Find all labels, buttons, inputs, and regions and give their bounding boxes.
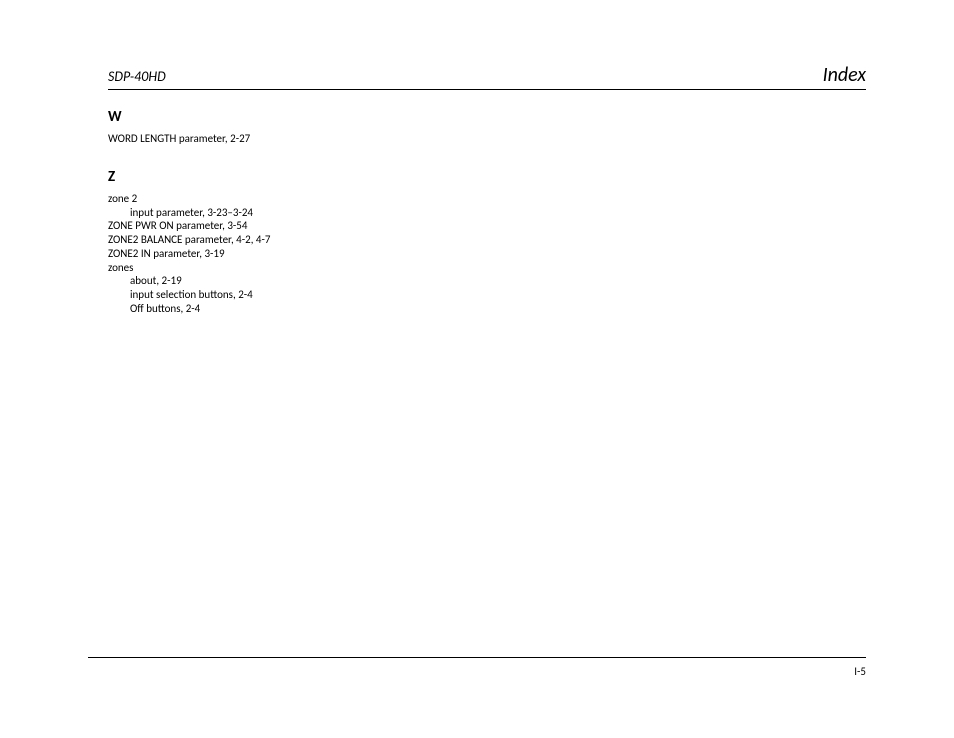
index-entries: WORD LENGTH parameter, 2-27 xyxy=(108,132,468,146)
index-entry: zone 2 xyxy=(108,192,468,206)
index-letter: W xyxy=(108,108,866,126)
index-entry: ZONE PWR ON parameter, 3-54 xyxy=(108,219,468,233)
index-entry: ZONE2 IN parameter, 3-19 xyxy=(108,247,468,261)
index-entries: zone 2 input parameter, 3-23–3-24 ZONE P… xyxy=(108,192,468,316)
index-letter: Z xyxy=(108,168,866,186)
index-subentry: input parameter, 3-23–3-24 xyxy=(108,206,468,220)
index-subentry: about, 2-19 xyxy=(108,274,468,288)
model-label: SDP-40HD xyxy=(108,68,166,85)
footer-rule xyxy=(88,657,866,658)
index-entry: zones xyxy=(108,261,468,275)
index-entry: ZONE2 BALANCE parameter, 4-2, 4-7 xyxy=(108,233,468,247)
index-group-z: Z zone 2 input parameter, 3-23–3-24 ZONE… xyxy=(108,168,866,316)
page-header: SDP-40HD Index xyxy=(108,63,866,90)
index-subentry: input selection buttons, 2-4 xyxy=(108,288,468,302)
section-title: Index xyxy=(823,63,866,87)
index-entry: WORD LENGTH parameter, 2-27 xyxy=(108,132,468,146)
index-group-w: W WORD LENGTH parameter, 2-27 xyxy=(108,108,866,146)
index-subentry: Off buttons, 2-4 xyxy=(108,302,468,316)
page: SDP-40HD Index W WORD LENGTH parameter, … xyxy=(0,0,954,738)
page-number: I-5 xyxy=(854,665,866,678)
